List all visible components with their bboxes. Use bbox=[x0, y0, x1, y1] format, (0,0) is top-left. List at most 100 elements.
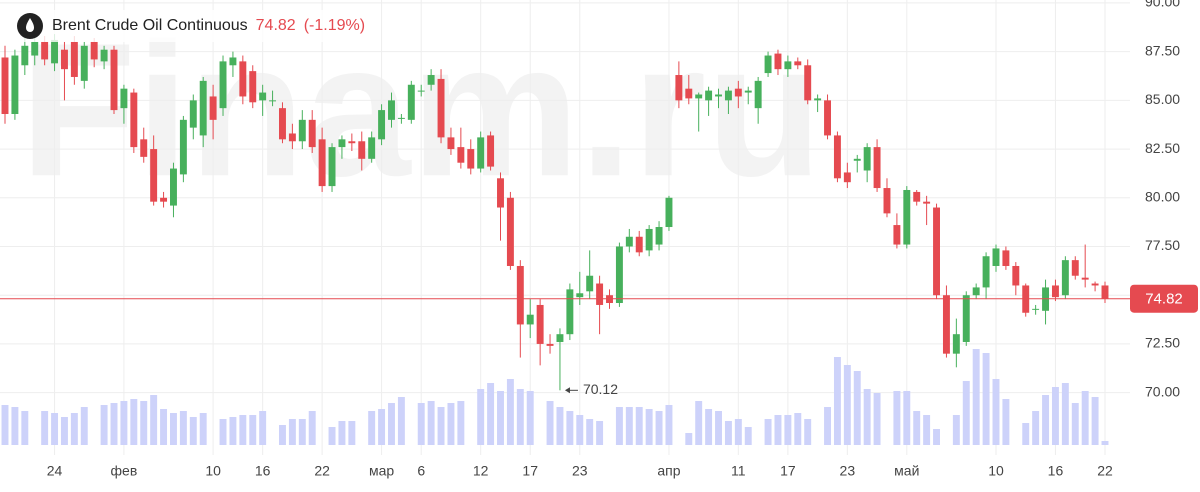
volume-bar bbox=[972, 349, 980, 445]
volume-bar bbox=[853, 371, 861, 445]
volume-bar bbox=[189, 417, 197, 445]
candle-body bbox=[913, 191, 921, 202]
volume-bar bbox=[744, 427, 752, 445]
candle-body bbox=[665, 197, 673, 228]
volume-bar bbox=[794, 413, 802, 445]
candle-body bbox=[140, 139, 148, 157]
x-tick-label: 17 bbox=[780, 463, 796, 479]
volume-bar bbox=[70, 413, 78, 445]
candle-body bbox=[586, 275, 594, 292]
min-annotation: 70.12 bbox=[583, 381, 618, 397]
candle-body bbox=[536, 304, 544, 344]
y-tick-label: 80.00 bbox=[1145, 188, 1180, 204]
last-price-box bbox=[1130, 284, 1198, 313]
candle-body bbox=[615, 246, 623, 304]
candle-body bbox=[259, 92, 267, 101]
candle-body bbox=[724, 90, 732, 101]
volume-bar bbox=[655, 411, 663, 445]
candle-body bbox=[160, 197, 168, 202]
candle-body bbox=[100, 49, 108, 62]
volume-bar bbox=[576, 415, 584, 445]
candle-body bbox=[298, 119, 306, 142]
candle-body bbox=[794, 61, 802, 66]
volume-bar bbox=[695, 401, 703, 445]
volume-bar bbox=[774, 415, 782, 445]
volume-bar bbox=[199, 413, 207, 445]
volume-bar bbox=[863, 389, 871, 445]
candle-body bbox=[1, 57, 9, 114]
volume-bar bbox=[516, 389, 524, 445]
x-tick-label: 23 bbox=[840, 463, 856, 479]
candle-body bbox=[893, 225, 901, 245]
x-tick-label: апр bbox=[657, 463, 680, 479]
y-tick-label: 70.00 bbox=[1145, 383, 1180, 399]
candle-body bbox=[348, 141, 356, 144]
volume-bar bbox=[635, 407, 643, 445]
candle-body bbox=[229, 57, 237, 66]
volume-bar bbox=[824, 407, 831, 445]
volume-bar bbox=[338, 421, 346, 445]
candle-body bbox=[903, 189, 911, 245]
x-tick-label: 24 bbox=[47, 463, 63, 479]
x-tick-label: 16 bbox=[1048, 463, 1064, 479]
volume-bar bbox=[497, 391, 504, 445]
candle-body bbox=[596, 283, 604, 305]
volume-bar bbox=[764, 419, 772, 445]
volume-bar bbox=[1042, 395, 1050, 445]
volume-bar bbox=[298, 419, 306, 445]
candle-body bbox=[705, 90, 713, 101]
candle-body bbox=[1071, 260, 1079, 276]
volume-bar bbox=[833, 357, 841, 445]
candle-body bbox=[576, 293, 584, 298]
x-tick-label: май bbox=[894, 463, 919, 479]
candle-body bbox=[269, 100, 277, 102]
volume-bar bbox=[566, 411, 574, 445]
candle-body bbox=[497, 178, 504, 208]
y-tick-label: 77.50 bbox=[1145, 237, 1180, 253]
volume-bar bbox=[1071, 403, 1079, 445]
candle-body bbox=[41, 41, 49, 60]
x-tick-label: 23 bbox=[572, 463, 588, 479]
candle-body bbox=[863, 147, 871, 171]
volume-bar bbox=[893, 391, 901, 445]
annotation-arrowhead bbox=[564, 387, 570, 394]
volume-bar bbox=[60, 417, 68, 445]
candle-body bbox=[764, 55, 772, 74]
volume-bar bbox=[368, 411, 376, 445]
volume-bar bbox=[685, 433, 693, 445]
candle-body bbox=[744, 90, 752, 93]
candle-body bbox=[814, 98, 822, 101]
x-tick-label: 10 bbox=[205, 463, 221, 479]
volume-bar bbox=[378, 409, 386, 445]
candle-body bbox=[635, 236, 643, 253]
volume-bar bbox=[279, 425, 286, 445]
volume-bar bbox=[51, 413, 59, 445]
candle-body bbox=[685, 88, 693, 99]
candle-body bbox=[1091, 283, 1099, 286]
candle-body bbox=[824, 100, 831, 136]
volume-bar bbox=[447, 403, 455, 445]
volume-bar bbox=[724, 421, 732, 445]
candle-body bbox=[526, 314, 534, 325]
candle-body bbox=[189, 100, 197, 128]
x-tick-label: 11 bbox=[731, 463, 746, 479]
candle-body bbox=[209, 96, 217, 120]
candle-body bbox=[992, 248, 1000, 266]
candle-body bbox=[982, 256, 990, 288]
volume-bar bbox=[526, 391, 534, 445]
volume-bar bbox=[962, 381, 970, 445]
x-tick-label: 10 bbox=[988, 463, 1004, 479]
volume-bar bbox=[784, 415, 792, 445]
volume-bar bbox=[596, 421, 604, 445]
volume-bar bbox=[665, 405, 673, 445]
candle-body bbox=[972, 287, 980, 296]
volume-bar bbox=[804, 419, 812, 445]
volume-bar bbox=[110, 403, 118, 445]
candle-body bbox=[467, 149, 475, 169]
x-tick-label: фев bbox=[111, 463, 138, 479]
volume-bar bbox=[1081, 391, 1089, 445]
volume-bar bbox=[586, 419, 594, 445]
candle-body bbox=[1032, 308, 1040, 310]
volume-bar bbox=[1022, 423, 1030, 445]
candle-body bbox=[417, 90, 425, 92]
